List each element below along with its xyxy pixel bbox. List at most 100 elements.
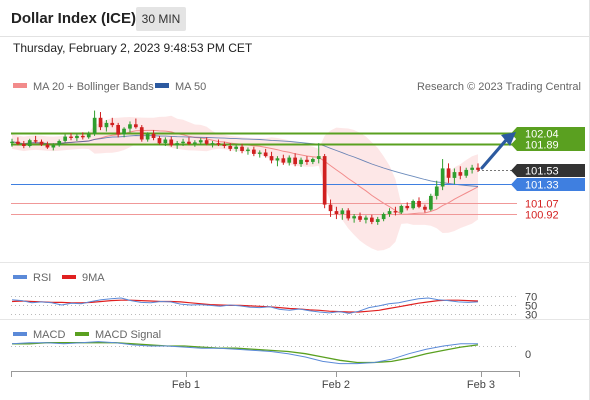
level-tag-bg-101.33 — [511, 178, 585, 191]
candle-body — [440, 168, 445, 187]
macd-legend-label: MACD — [33, 329, 65, 341]
candle-body — [39, 141, 44, 145]
candle-body — [411, 201, 415, 209]
candle-body — [287, 157, 292, 163]
candle-body — [446, 168, 451, 178]
candle-body — [405, 206, 410, 209]
candle-body — [157, 138, 162, 144]
candle-body — [187, 141, 191, 144]
candle-body — [98, 117, 103, 128]
ninema-legend-label: 9MA — [82, 272, 105, 284]
candle-body — [334, 211, 339, 214]
candle-body — [169, 139, 174, 146]
candle-body — [51, 145, 56, 148]
macd-line — [11, 341, 478, 365]
ma50-legend-label: MA 50 — [175, 81, 206, 93]
level-label-101.33: 101.33 — [525, 180, 559, 192]
candle-body — [269, 156, 274, 161]
bb-legend-swatch — [13, 83, 27, 88]
candle-body — [92, 117, 97, 134]
candle-body — [311, 159, 315, 162]
candle-body — [69, 136, 73, 138]
macd-signal-legend-label: MACD Signal — [95, 329, 161, 341]
candle-body — [86, 133, 91, 138]
candle-body — [110, 122, 115, 126]
level-label-102.04: 102.04 — [525, 129, 559, 141]
candle-body — [464, 169, 469, 176]
macd-tick-0: 0 — [525, 349, 531, 361]
copyright: Research © 2023 Trading Central — [417, 81, 581, 93]
candle-body — [417, 201, 421, 207]
candle-body — [340, 210, 345, 214]
candle-body — [429, 195, 433, 210]
candle-body — [81, 135, 85, 138]
macd-signal-line — [12, 342, 479, 364]
datetime-label: Thursday, February 2, 2023 9:48:53 PM CE… — [13, 41, 253, 55]
candle-body — [193, 142, 197, 144]
candle-body — [163, 139, 168, 144]
candle-body — [204, 140, 209, 144]
forecast-arrow-shaft — [480, 137, 509, 170]
candle-body — [139, 127, 144, 140]
header: Dollar Index (ICE) 30 MIN — [0, 0, 590, 36]
candle-body — [10, 141, 14, 144]
forecast-arrowhead — [501, 132, 516, 146]
candle-body — [45, 144, 50, 148]
candle-body — [27, 140, 32, 146]
rsi-legend-swatch — [13, 275, 27, 279]
candle-body — [299, 159, 303, 165]
bb-legend-label: MA 20 + Bollinger Bands — [33, 81, 154, 93]
timeframe-badge[interactable]: 30 MIN — [136, 7, 186, 31]
candle-body — [381, 214, 386, 220]
candle-body — [470, 167, 474, 170]
candle-body — [134, 124, 138, 128]
candle-body — [104, 122, 109, 128]
rsi-line — [11, 297, 479, 314]
rsi-tick-50: 50 — [525, 301, 537, 313]
candle-body — [228, 146, 233, 149]
candle-body — [128, 124, 132, 129]
level-label-101.07: 101.07 — [525, 199, 559, 211]
candle-body — [234, 146, 238, 149]
candle-body — [16, 141, 20, 144]
candle-body — [240, 146, 244, 151]
ma50-line — [11, 135, 479, 187]
macd-legend-swatch — [13, 332, 27, 336]
candle-body — [275, 158, 280, 161]
level-tag-bg-102.04 — [511, 127, 585, 140]
candle-body — [33, 140, 38, 142]
rsi-tick-70: 70 — [525, 292, 537, 304]
candle-body — [122, 128, 126, 135]
candle-body — [434, 186, 439, 196]
candle-body — [63, 136, 67, 141]
candle-body — [252, 149, 256, 154]
candle-body — [305, 159, 309, 162]
candle-body — [476, 167, 480, 170]
candle-body — [387, 211, 392, 214]
level-label-101.89: 101.89 — [525, 140, 559, 152]
x-tick-label: Feb 3 — [467, 379, 495, 391]
level-label-100.92: 100.92 — [525, 210, 559, 222]
instrument-title: Dollar Index (ICE) — [11, 10, 137, 27]
candle-body — [346, 210, 351, 219]
candle-body — [198, 140, 203, 143]
candle-body — [151, 133, 156, 138]
candle-body — [181, 141, 185, 144]
candle-body — [175, 143, 179, 146]
candle-body — [458, 172, 463, 176]
candle-body — [423, 206, 427, 210]
candle-body — [210, 143, 215, 145]
candle-body — [257, 152, 262, 154]
candle-body — [57, 141, 62, 146]
x-tick-label: Feb 2 — [322, 379, 350, 391]
candle-body — [399, 206, 404, 213]
candle-body — [293, 157, 297, 165]
level-label-101.53: 101.53 — [525, 166, 559, 178]
candle-body — [452, 172, 457, 178]
candle-body — [393, 211, 398, 213]
candle-body — [116, 125, 120, 135]
ma50-legend-swatch — [155, 83, 169, 88]
x-tick-label: Feb 1 — [172, 379, 200, 391]
